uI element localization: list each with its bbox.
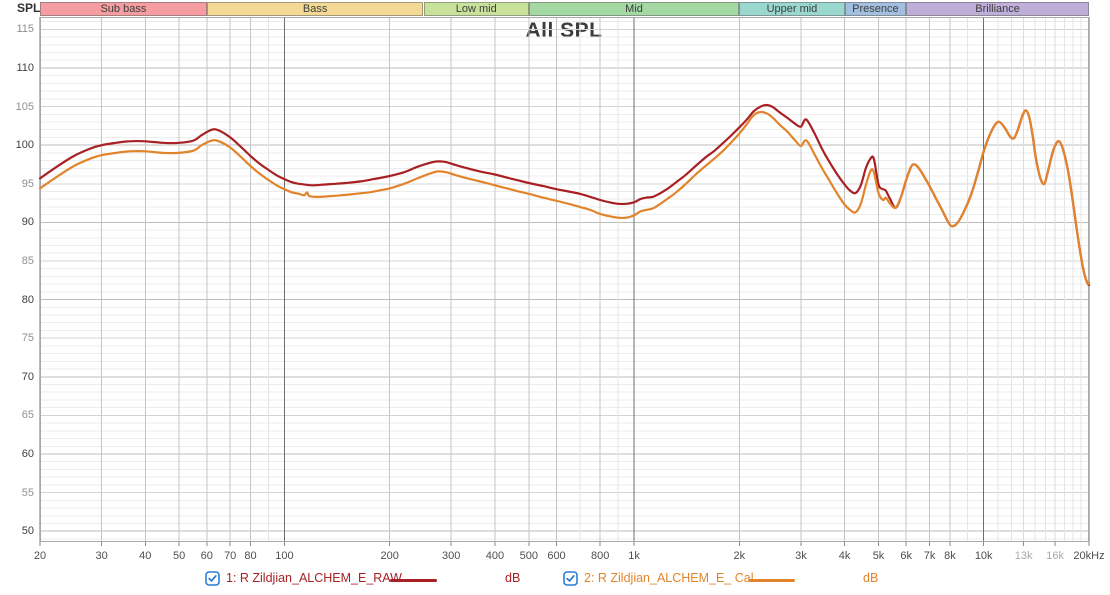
trace-color-line <box>748 579 795 582</box>
raw-spl-curve <box>38 103 1091 286</box>
x-tick-label: 20kHz <box>1073 550 1105 562</box>
x-tick-label: 50 <box>172 550 186 562</box>
x-tick-label: 7k <box>923 550 936 562</box>
x-tick-label: 100 <box>275 550 294 562</box>
x-tick-label: 1k <box>628 550 640 562</box>
checked-checkbox-icon[interactable] <box>205 571 220 586</box>
x-tick-label: 40 <box>139 550 152 562</box>
x-axis-ticks <box>39 542 1090 546</box>
trace-label[interactable]: 1: R Zildjian_ALCHEM_E_RAW <box>226 571 402 585</box>
x-tick-label: 200 <box>380 550 399 562</box>
x-tick-label: 3k <box>795 550 807 562</box>
x-tick-label: 10k <box>974 550 993 562</box>
y-axis-title: SPL <box>17 1 41 15</box>
trace-label[interactable]: 2: R Zildjian_ALCHEM_E_ Cal <box>584 571 754 585</box>
y-tick-label: 65 <box>21 409 34 422</box>
y-tick-label: 90 <box>21 216 34 229</box>
legend-item-raw[interactable]: 1: R Zildjian_ALCHEM_E_RAW dB <box>205 569 545 587</box>
band-segment: Bass <box>206 2 424 16</box>
cal-spl-curve <box>38 109 1091 285</box>
y-tick-label: 70 <box>21 370 34 383</box>
x-tick-label: 20 <box>33 550 47 562</box>
band-segment: Brilliance <box>906 2 1089 16</box>
band-segment: Upper mid <box>739 2 845 16</box>
x-tick-label: 5k <box>872 550 885 562</box>
chart-title: All SPL <box>525 19 603 42</box>
checked-checkbox-icon[interactable] <box>563 571 578 586</box>
x-tick-label: 500 <box>519 550 538 562</box>
y-tick-label: 50 <box>21 525 34 538</box>
frequency-band-bar: Sub bass Bass Low mid Mid Upper mid Presence B… <box>40 2 1089 16</box>
trace-unit: dB <box>863 571 879 585</box>
x-tick-label: 600 <box>547 550 566 562</box>
x-tick-label: 60 <box>200 550 213 562</box>
x-tick-label: 30 <box>95 550 108 562</box>
x-tick-label: 70 <box>224 550 237 562</box>
y-tick-label: 55 <box>21 486 34 499</box>
trace-color-line <box>390 579 437 582</box>
x-axis-labels: 20 30 40 50 60 70 80 100 200 300 400 500 600 800 1k 2k 3… <box>34 550 1105 565</box>
y-tick-label: 95 <box>21 177 34 190</box>
y-tick-label: 60 <box>21 448 34 460</box>
band-segment: Mid <box>528 2 740 16</box>
x-tick-label: 2k <box>733 550 746 562</box>
x-tick-label: 80 <box>244 550 257 562</box>
gridlines <box>39 17 1090 542</box>
y-tick-label: 105 <box>15 100 34 113</box>
band-segment: Low mid <box>423 2 529 16</box>
y-tick-label: 115 <box>16 23 34 36</box>
band-segment: Presence <box>844 2 907 16</box>
band-segment: Sub bass <box>40 2 207 16</box>
x-tick-label: 6k <box>900 550 912 562</box>
y-tick-label: 80 <box>21 293 34 306</box>
y-tick-label: 75 <box>21 332 34 345</box>
x-tick-label: 800 <box>591 550 610 562</box>
trace-unit: dB <box>505 571 521 585</box>
trace-legend: 1: R Zildjian_ALCHEM_E_RAW dB 2: R Zildj… <box>0 569 1110 589</box>
x-tick-label: 400 <box>485 550 505 562</box>
x-tick-label: 4k <box>838 550 851 562</box>
legend-item-cal[interactable]: 2: R Zildjian_ALCHEM_E_ Cal dB <box>563 569 903 587</box>
plot-area <box>38 17 1091 546</box>
x-tick-label: 8k <box>944 550 956 562</box>
y-axis-labels: 115 110 105 100 95 90 85 80 75 70 65 60 55 50 <box>0 17 34 542</box>
y-tick-label: 110 <box>16 62 34 74</box>
x-tick-label: 300 <box>442 550 461 562</box>
x-tick-label: 16k <box>1046 550 1064 562</box>
y-tick-label: 85 <box>21 255 34 267</box>
x-tick-label: 13k <box>1014 550 1033 562</box>
y-tick-label: 100 <box>15 139 34 152</box>
